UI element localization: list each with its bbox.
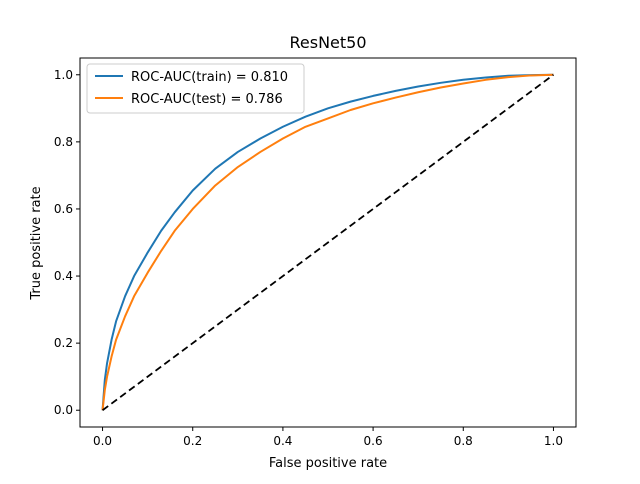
axes-frame (79, 57, 577, 428)
legend-box (86, 63, 305, 114)
x-axis: 0.0 0.2 0.4 0.6 0.8 1.0 (93, 427, 563, 448)
x-tick-label: 0.2 (183, 434, 202, 448)
series-line-test (101, 73, 554, 411)
chart-title: ResNet50 (289, 33, 366, 52)
legend: ROC-AUC(train) = 0.810 ROC-AUC(test) = 0… (86, 63, 305, 114)
y-tick-label: 0.6 (54, 202, 73, 216)
x-tick-label: 0.0 (93, 434, 112, 448)
legend-label-test: ROC-AUC(test) = 0.786 (131, 92, 283, 107)
x-tick-label: 1.0 (544, 434, 563, 448)
legend-label-train: ROC-AUC(train) = 0.810 (131, 70, 288, 85)
y-tick-label: 0.8 (54, 135, 73, 149)
plot-area (101, 73, 554, 411)
series-line-train (101, 73, 554, 411)
y-tick-label: 1.0 (54, 68, 73, 82)
y-axis-label: True positive rate (29, 186, 44, 300)
y-tick-label: 0.2 (54, 336, 73, 350)
x-tick-label: 0.6 (364, 434, 383, 448)
y-tick-label: 0.0 (54, 403, 73, 417)
y-tick-label: 0.4 (54, 269, 73, 283)
x-axis-label: False positive rate (269, 456, 387, 471)
x-tick-label: 0.4 (273, 434, 292, 448)
y-axis: 0.0 0.2 0.4 0.6 0.8 1.0 (54, 68, 80, 417)
x-tick-label: 0.8 (454, 434, 473, 448)
chance-diagonal-line (102, 74, 554, 411)
